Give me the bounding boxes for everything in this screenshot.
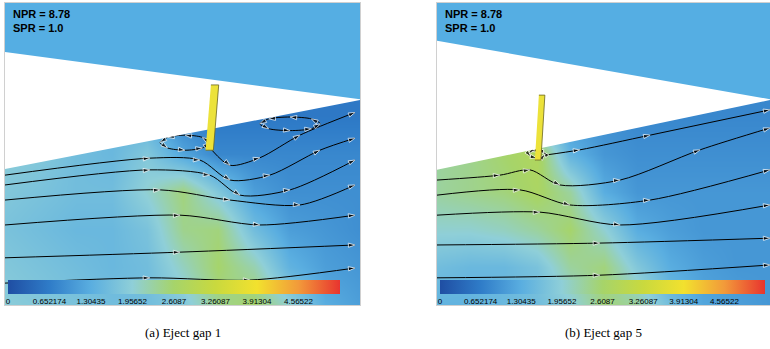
svg-text:1.95652: 1.95652 [118,297,147,306]
svg-text:(a) Eject gap 1: (a) Eject gap 1 [145,325,221,340]
svg-text:3.26087: 3.26087 [201,297,230,306]
svg-text:0: 0 [438,297,443,306]
svg-text:1.95652: 1.95652 [547,297,576,306]
svg-text:NPR = 8.78SPR = 1.0: NPR = 8.78SPR = 1.0 [445,8,502,34]
svg-text:4.56522: 4.56522 [710,297,739,306]
svg-text:2.6087: 2.6087 [590,297,615,306]
svg-text:3.91304: 3.91304 [669,297,698,306]
svg-text:1.30435: 1.30435 [507,297,536,306]
svg-text:3.91304: 3.91304 [243,297,272,306]
svg-text:1.30435: 1.30435 [77,297,106,306]
svg-text:(b) Eject gap 5: (b) Eject gap 5 [565,325,642,340]
svg-text:0.652174: 0.652174 [33,297,67,306]
svg-text:3.26087: 3.26087 [629,297,658,306]
svg-text:4.56522: 4.56522 [284,297,313,306]
svg-text:2.6087: 2.6087 [162,297,187,306]
svg-text:0: 0 [6,297,11,306]
svg-text:NPR = 8.78SPR = 1.0: NPR = 8.78SPR = 1.0 [13,8,70,34]
svg-text:0.652174: 0.652174 [464,297,498,306]
